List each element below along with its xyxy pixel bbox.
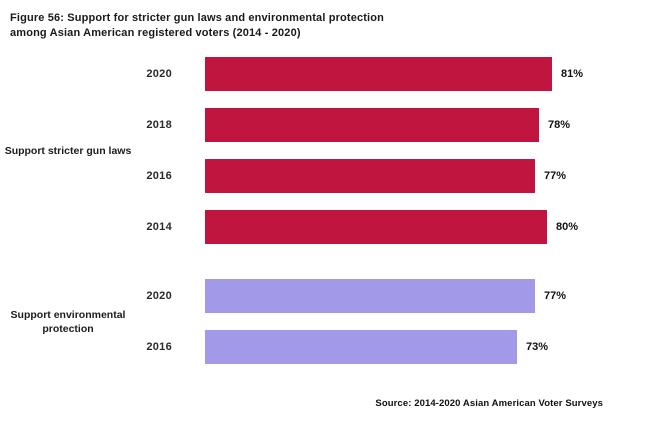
group-label-environment: Support environmental protection xyxy=(10,308,126,335)
bar-gun-2020 xyxy=(205,57,552,91)
group-label-gun-laws: Support stricter gun laws xyxy=(4,144,132,157)
year-label-env-2020: 2020 xyxy=(146,290,172,302)
value-label-env-2016: 73% xyxy=(526,341,549,353)
year-label-gun-2018: 2018 xyxy=(146,119,172,131)
bar-env-2020 xyxy=(205,279,535,313)
figure-title-line1: Figure 56: Support for stricter gun laws… xyxy=(10,12,385,24)
value-label-gun-2016: 77% xyxy=(544,170,567,182)
bar-row-gun-2014: 2014 80% xyxy=(0,210,650,244)
value-label-gun-2018: 78% xyxy=(548,119,571,131)
bar-gun-2016 xyxy=(205,159,535,193)
year-label-gun-2020: 2020 xyxy=(146,68,172,80)
bar-gun-2014 xyxy=(205,210,547,244)
value-label-gun-2014: 80% xyxy=(556,221,579,233)
bar-env-2016 xyxy=(205,330,517,364)
figure-title: Figure 56: Support for stricter gun laws… xyxy=(10,11,384,41)
group-environment: Support environmental protection 2020 77… xyxy=(0,279,650,364)
bar-row-gun-2016: 2016 77% xyxy=(0,159,650,193)
bar-row-env-2016: 2016 73% xyxy=(0,330,650,364)
year-label-gun-2016: 2016 xyxy=(146,170,172,182)
year-label-gun-2014: 2014 xyxy=(146,221,172,233)
source-note: Source: 2014-2020 Asian American Voter S… xyxy=(375,398,603,409)
group-gun-laws: Support stricter gun laws 2020 81% 2018 … xyxy=(0,57,650,244)
value-label-env-2020: 77% xyxy=(544,290,567,302)
bar-row-gun-2020: 2020 81% xyxy=(0,57,650,91)
bar-row-env-2020: 2020 77% xyxy=(0,279,650,313)
figure-title-line2: among Asian American registered voters (… xyxy=(10,27,301,39)
bar-gun-2018 xyxy=(205,108,539,142)
value-label-gun-2020: 81% xyxy=(561,68,584,80)
bar-row-gun-2018: 2018 78% xyxy=(0,108,650,142)
year-label-env-2016: 2016 xyxy=(146,341,172,353)
bar-chart: Support stricter gun laws 2020 81% 2018 … xyxy=(0,57,650,364)
